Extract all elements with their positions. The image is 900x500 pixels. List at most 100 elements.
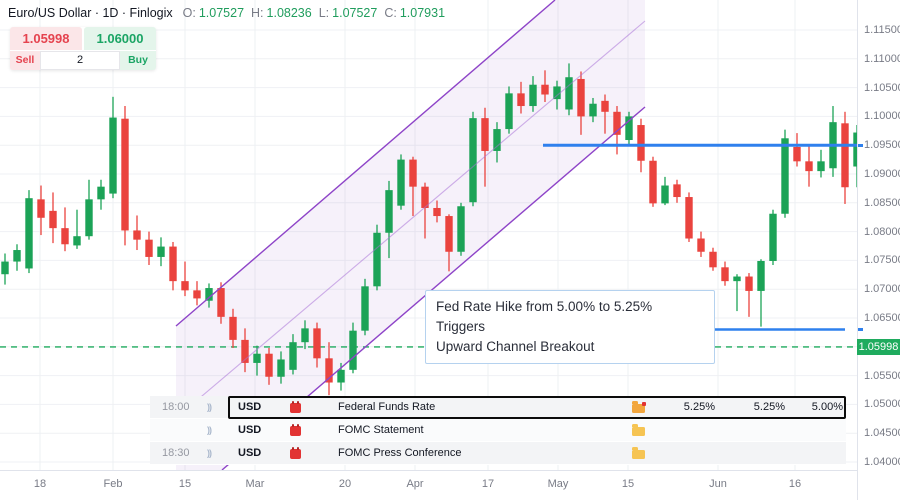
quantity-input[interactable]: 2 xyxy=(40,51,120,70)
candle[interactable] xyxy=(505,86,513,134)
candle-body xyxy=(73,236,81,246)
sell-button[interactable]: Sell xyxy=(10,51,40,70)
candle[interactable] xyxy=(433,200,441,223)
level-line-axis-tick xyxy=(858,328,863,332)
candle[interactable] xyxy=(61,207,69,252)
candle[interactable] xyxy=(493,122,501,163)
candle[interactable] xyxy=(121,106,129,246)
candle[interactable] xyxy=(325,342,333,396)
candle[interactable] xyxy=(289,334,297,375)
candle-body xyxy=(145,239,153,257)
candle[interactable] xyxy=(481,107,489,187)
candle[interactable] xyxy=(193,281,201,306)
event-row-fomc-statement[interactable]: )) USD FOMC Statement xyxy=(150,419,846,442)
time-axis[interactable]: 18 Feb 15 Mar 20 Apr 17 May 15 Jun 16 xyxy=(0,470,857,500)
candle-body xyxy=(85,199,93,237)
candle[interactable] xyxy=(241,328,249,373)
candle[interactable] xyxy=(85,179,93,240)
candle[interactable] xyxy=(145,231,153,266)
candle[interactable] xyxy=(457,202,465,256)
candle[interactable] xyxy=(49,192,57,244)
event-row-federal-funds-rate[interactable]: 18:00 )) USD Federal Funds Rate 5.25% 5.… xyxy=(150,396,846,419)
candle[interactable] xyxy=(661,176,669,206)
candle[interactable] xyxy=(205,283,213,308)
candle[interactable] xyxy=(385,180,393,259)
candle[interactable] xyxy=(181,261,189,297)
candle-body xyxy=(469,118,477,203)
event-row-fomc-press-conference[interactable]: 18:30 )) USD FOMC Press Conference xyxy=(150,442,846,465)
report-folder-icon[interactable] xyxy=(632,447,645,459)
candle[interactable] xyxy=(793,133,801,167)
candle[interactable] xyxy=(361,278,369,336)
candle-body xyxy=(505,93,513,130)
candle[interactable] xyxy=(97,179,105,210)
candle[interactable] xyxy=(685,192,693,242)
candle[interactable] xyxy=(577,71,585,135)
candle[interactable] xyxy=(421,182,429,239)
report-folder-icon[interactable] xyxy=(632,401,646,413)
candle[interactable] xyxy=(769,209,777,266)
candle[interactable] xyxy=(397,154,405,210)
candle[interactable] xyxy=(601,94,609,134)
candle-body xyxy=(781,138,789,214)
buy-price-button[interactable]: 1.06000 xyxy=(84,27,156,50)
candle-body xyxy=(553,86,561,100)
candle[interactable] xyxy=(157,237,165,267)
candle[interactable] xyxy=(109,96,117,199)
candle[interactable] xyxy=(649,156,657,207)
candle-body xyxy=(757,260,765,291)
candle[interactable] xyxy=(349,322,357,374)
candle[interactable] xyxy=(781,129,789,218)
candle[interactable] xyxy=(277,351,285,384)
candle[interactable] xyxy=(529,76,537,112)
trend-channel-upper-line[interactable] xyxy=(175,0,556,327)
candle[interactable] xyxy=(817,149,825,178)
candle[interactable] xyxy=(541,70,549,102)
candle[interactable] xyxy=(301,320,309,350)
candle[interactable] xyxy=(625,111,633,146)
candle[interactable] xyxy=(709,247,717,271)
candle[interactable] xyxy=(25,190,33,274)
candle-body xyxy=(25,198,33,269)
event-currency: USD xyxy=(238,424,262,436)
candle[interactable] xyxy=(445,214,453,272)
trend-channel-middle-line[interactable] xyxy=(175,20,646,419)
candle[interactable] xyxy=(589,97,597,123)
candle[interactable] xyxy=(169,241,177,291)
symbol-title[interactable]: Euro/US Dollar · 1D · Finlogix xyxy=(8,6,173,20)
candle[interactable] xyxy=(697,231,705,257)
y-axis-label: 1.04500 xyxy=(864,427,900,440)
y-axis-label: 1.08500 xyxy=(864,196,900,209)
candle[interactable] xyxy=(253,345,261,376)
candle[interactable] xyxy=(217,282,225,324)
candle[interactable] xyxy=(469,111,477,207)
candle[interactable] xyxy=(1,253,9,285)
candle[interactable] xyxy=(721,261,729,286)
candle[interactable] xyxy=(517,81,525,114)
chart-annotation[interactable]: Fed Rate Hike from 5.00% to 5.25% Trigge… xyxy=(425,290,715,364)
candle-body xyxy=(181,281,189,291)
candle[interactable] xyxy=(565,63,573,116)
candle[interactable] xyxy=(853,125,857,188)
candle[interactable] xyxy=(313,322,321,368)
candle[interactable] xyxy=(841,111,849,204)
price-axis[interactable]: 1.11500 1.11000 1.10500 1.10000 1.09500 1.090… xyxy=(857,0,900,500)
candle[interactable] xyxy=(229,308,237,348)
candle[interactable] xyxy=(805,144,813,187)
candle[interactable] xyxy=(745,273,753,317)
sell-price-button[interactable]: 1.05998 xyxy=(10,27,82,50)
buy-button[interactable]: Buy xyxy=(120,51,156,70)
candle[interactable] xyxy=(73,209,81,249)
report-folder-icon[interactable] xyxy=(632,424,645,436)
candle-body xyxy=(337,369,345,383)
candle[interactable] xyxy=(757,259,765,327)
candle[interactable] xyxy=(673,179,681,203)
y-axis-label: 1.09000 xyxy=(864,168,900,180)
candle[interactable] xyxy=(13,244,21,271)
candle[interactable] xyxy=(373,224,381,291)
candle[interactable] xyxy=(733,274,741,312)
candle[interactable] xyxy=(133,215,141,251)
candle[interactable] xyxy=(37,185,45,236)
candle[interactable] xyxy=(409,156,417,217)
candle[interactable] xyxy=(265,347,273,385)
